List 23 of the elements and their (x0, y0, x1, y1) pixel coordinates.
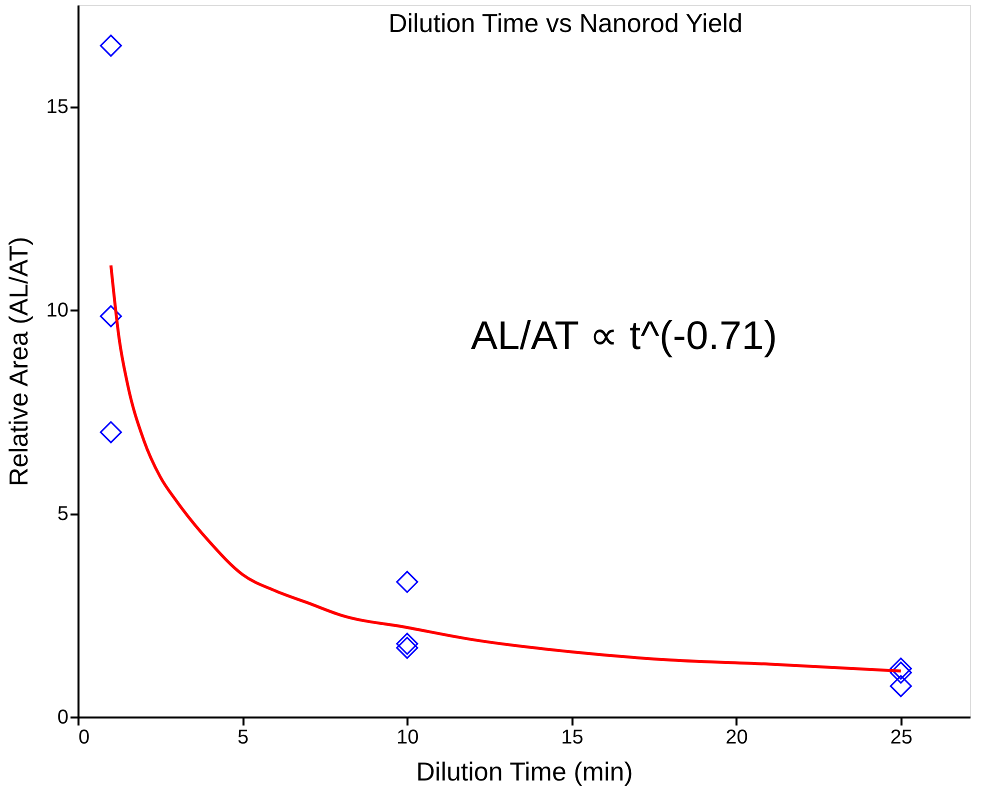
point (100, 305, 122, 328)
x-tick-label: 15 (561, 726, 584, 748)
point (890, 675, 912, 698)
point (100, 421, 122, 444)
x-tick-label: 5 (238, 726, 249, 748)
y-tick-label: 15 (46, 96, 68, 118)
x-tick-label: 25 (890, 726, 913, 748)
point (396, 636, 418, 659)
x-tick-label: 10 (396, 726, 419, 748)
point (890, 662, 912, 684)
x-tick-label: 0 (78, 726, 90, 748)
chart-title: Dilution Time vs Nanorod Yield (388, 8, 743, 38)
point (100, 34, 122, 57)
point (396, 632, 418, 655)
point (890, 658, 912, 680)
x-tick-label: 20 (726, 726, 748, 748)
y-axis-title: Relative Area (AL/AT) (3, 236, 34, 486)
annotation: AL/AT ∝ t^(-0.71) (470, 314, 778, 358)
y-tick-label: 10 (46, 300, 68, 322)
y-tick-label: 5 (57, 503, 68, 526)
y-tick-label: 0 (57, 706, 68, 728)
point (396, 570, 418, 593)
x-axis-title: Dilution Time (min) (416, 756, 633, 786)
